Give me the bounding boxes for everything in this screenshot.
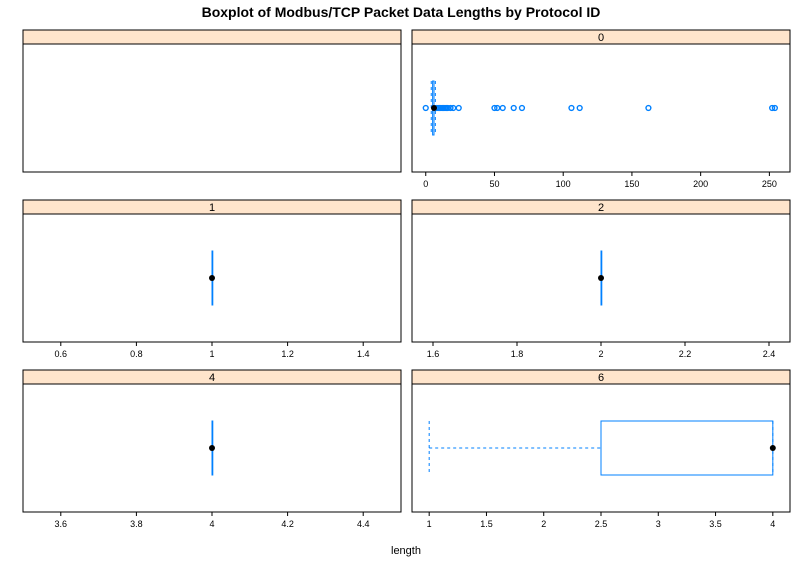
x-tick-label: 2.4 (763, 349, 776, 359)
x-tick-label: 1.5 (480, 519, 493, 529)
panel-strip-label: 2 (598, 202, 604, 214)
x-tick-label: 2.2 (679, 349, 692, 359)
x-tick-label: 1.8 (511, 349, 524, 359)
panel-strip-label: 1 (209, 202, 215, 214)
median-dot (598, 275, 604, 281)
box (600, 420, 774, 476)
x-tick-label: 1 (427, 519, 432, 529)
outlier-point (568, 104, 575, 112)
outlier-point (491, 104, 498, 112)
x-tick-label: 4 (209, 519, 214, 529)
x-tick-label: 1.6 (427, 349, 440, 359)
median-dot (209, 445, 215, 451)
outlier-point (645, 104, 652, 112)
outlier-point (576, 104, 583, 112)
panel-strip-label: 0 (598, 32, 604, 44)
x-tick-label: 4 (770, 519, 775, 529)
x-tick-label: 3 (656, 519, 661, 529)
x-tick-label: 0 (423, 179, 428, 189)
x-tick-label: 1.2 (281, 349, 294, 359)
x-tick-label: 2 (598, 349, 603, 359)
outlier-point (771, 104, 778, 112)
x-tick-label: 0.8 (130, 349, 143, 359)
outlier-point (499, 104, 506, 112)
x-tick-label: 0.6 (55, 349, 68, 359)
median-dot (430, 105, 437, 111)
x-tick-label: 50 (489, 179, 499, 189)
panel-strip-label: 6 (598, 372, 604, 384)
median-dot (769, 445, 776, 451)
x-tick-label: 2.5 (595, 519, 608, 529)
outlier-point (455, 104, 462, 112)
outlier-point (422, 104, 429, 112)
x-tick-label: 2 (541, 519, 546, 529)
panel-frame (411, 43, 791, 173)
panel-strip (22, 29, 402, 45)
panels-group: 0 0 50 100 150 200 250 1 0.6 0.8 1 1.2 1.4 2 1.6 1.8 2 2.… (22, 29, 791, 529)
x-tick-label: 250 (762, 179, 777, 189)
panel-strip-label: 4 (209, 372, 215, 384)
panel-5: 6 1 1.5 2 2.5 3 3.5 4 (411, 369, 791, 529)
panel-2: 1 0.6 0.8 1 1.2 1.4 (22, 199, 402, 359)
panel-3: 2 1.6 1.8 2 2.2 2.4 (411, 199, 791, 359)
panel-1: 0 0 50 100 150 200 250 (411, 29, 791, 189)
panel-0 (22, 29, 402, 173)
panel-frame (22, 43, 402, 173)
x-tick-label: 3.5 (709, 519, 722, 529)
x-tick-label: 1 (209, 349, 214, 359)
outlier-point (510, 104, 517, 112)
panel-4: 4 3.6 3.8 4 4.2 4.4 (22, 369, 402, 529)
x-tick-label: 100 (556, 179, 571, 189)
x-tick-label: 4.2 (281, 519, 294, 529)
median-dot (209, 275, 215, 281)
x-tick-label: 200 (693, 179, 708, 189)
x-tick-label: 1.4 (357, 349, 370, 359)
outlier-point (518, 104, 526, 112)
chart-title: Boxplot of Modbus/TCP Packet Data Length… (202, 4, 601, 20)
x-tick-label: 3.8 (130, 519, 143, 529)
x-tick-label: 4.4 (357, 519, 370, 529)
x-tick-label: 150 (624, 179, 639, 189)
x-tick-label: 3.6 (55, 519, 68, 529)
x-axis-label: length (391, 545, 421, 557)
outlier-point (447, 104, 454, 112)
outlier-point (769, 104, 776, 112)
